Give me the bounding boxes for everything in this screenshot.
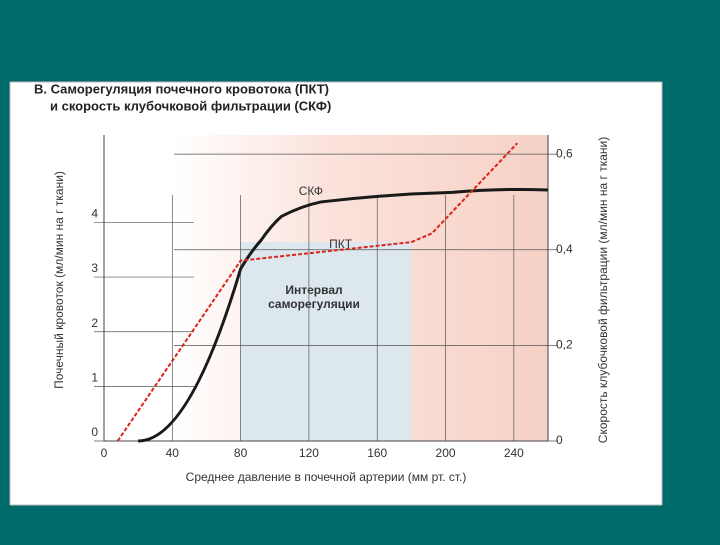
interval-label: саморегуляции [268, 297, 360, 311]
x-tick-label: 200 [436, 446, 456, 460]
y-tick-label: 2 [91, 316, 98, 330]
x-tick-label: 160 [367, 446, 387, 460]
x-tick-label: 120 [299, 446, 319, 460]
y-axis-label: Почечный кровоток (мл/мин на г ткани) [52, 171, 66, 389]
y-tick-label: 0 [91, 425, 98, 439]
title-line: и скорость клубочковой фильтрации (СКФ) [50, 98, 331, 113]
y2-tick-label: 0,4 [556, 242, 573, 256]
title-line: В. Саморегуляция почечного кровотока (ПК… [34, 81, 329, 96]
x-axis-label: Среднее давление в почечной артерии (мм … [186, 470, 467, 484]
x-tick-label: 240 [504, 446, 524, 460]
y2-tick-label: 0,2 [556, 338, 573, 352]
x-tick-label: 40 [166, 446, 180, 460]
y2-tick-label: 0,6 [556, 146, 573, 160]
y2-axis-label: Скорость клубочковой фильтрации (мл/мин … [596, 137, 610, 443]
interval-region [240, 242, 412, 441]
y-tick-label: 4 [91, 207, 98, 221]
y2-tick-label: 0 [556, 433, 563, 447]
x-tick-label: 0 [101, 446, 108, 460]
series-label: ПКТ [329, 237, 353, 251]
y-tick-label: 3 [91, 261, 98, 275]
series-line [138, 187, 549, 443]
series-label: СКФ [299, 184, 323, 198]
interval-label: Интервал [285, 283, 342, 297]
series-line [116, 142, 518, 442]
y-tick-label: 1 [91, 371, 98, 385]
x-tick-label: 80 [234, 446, 248, 460]
